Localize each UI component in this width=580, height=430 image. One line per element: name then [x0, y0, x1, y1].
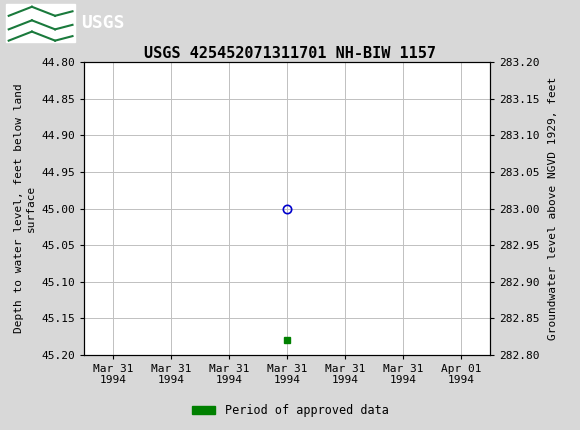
Y-axis label: Groundwater level above NGVD 1929, feet: Groundwater level above NGVD 1929, feet — [548, 77, 558, 340]
Legend: Period of approved data: Period of approved data — [187, 399, 393, 422]
Text: USGS: USGS — [81, 14, 125, 31]
Text: USGS 425452071311701 NH-BIW 1157: USGS 425452071311701 NH-BIW 1157 — [144, 46, 436, 61]
Y-axis label: Depth to water level, feet below land
surface: Depth to water level, feet below land su… — [14, 84, 36, 333]
FancyBboxPatch shape — [6, 3, 75, 42]
